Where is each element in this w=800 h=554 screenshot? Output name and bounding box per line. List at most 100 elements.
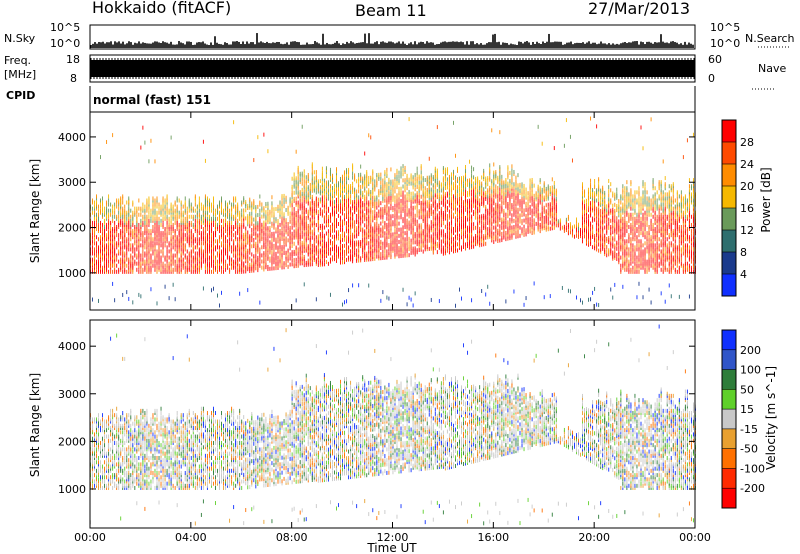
heatmap-cell xyxy=(267,264,269,269)
heatmap-cell xyxy=(259,200,261,205)
heatmap-cell xyxy=(277,247,279,252)
heatmap-cell xyxy=(196,255,198,260)
heatmap-cell xyxy=(243,216,245,221)
heatmap-cell xyxy=(166,245,168,250)
heatmap-cell xyxy=(156,227,158,232)
heatmap-cell xyxy=(142,202,144,207)
heatmap-cell xyxy=(188,243,190,248)
heatmap-cell xyxy=(213,265,214,270)
heatmap-cell xyxy=(293,207,295,212)
heatmap-cell xyxy=(204,263,206,268)
heatmap-cell xyxy=(364,188,366,193)
heatmap-cell xyxy=(132,233,134,238)
heatmap-cell xyxy=(297,172,299,177)
heatmap-cell xyxy=(162,231,164,236)
heatmap-cell xyxy=(245,259,247,264)
heatmap-cell xyxy=(323,250,325,255)
heatmap-cell xyxy=(356,242,358,247)
heatmap-cell xyxy=(396,197,398,202)
heatmap-cell xyxy=(376,211,378,216)
heatmap-cell xyxy=(317,244,319,249)
heatmap-cell xyxy=(114,227,116,232)
heatmap-cell xyxy=(140,237,142,242)
heatmap-cell xyxy=(285,195,287,200)
heatmap-cell xyxy=(444,232,446,237)
heatmap-cell xyxy=(112,243,114,248)
heatmap-cell xyxy=(223,208,224,213)
heatmap-cell xyxy=(368,192,370,197)
heatmap-cell xyxy=(204,241,206,246)
heatmap-cell xyxy=(297,259,299,264)
heatmap-cell xyxy=(150,269,152,274)
heatmap-cell xyxy=(424,226,426,231)
heatmap-cell xyxy=(245,251,247,256)
heatmap-cell xyxy=(196,243,198,248)
heatmap-cell xyxy=(233,253,235,258)
heatmap-cell xyxy=(150,267,152,272)
heatmap-cell xyxy=(297,231,299,236)
heatmap-cell xyxy=(430,240,432,245)
heatmap-cell xyxy=(428,193,430,198)
heatmap-cell xyxy=(158,220,160,225)
heatmap-cell xyxy=(281,257,283,262)
heatmap-cell xyxy=(396,179,398,184)
heatmap-cell xyxy=(122,261,124,266)
heatmap-cell xyxy=(390,200,392,205)
heatmap-cell xyxy=(372,189,374,194)
heatmap-cell xyxy=(164,237,166,242)
heatmap-cell xyxy=(104,267,106,272)
heatmap-cell xyxy=(223,235,224,240)
heatmap-cell xyxy=(253,237,255,242)
heatmap-cell xyxy=(325,211,327,216)
heatmap-cell xyxy=(426,226,428,231)
heatmap-cell xyxy=(154,159,156,164)
heatmap-cell xyxy=(378,199,380,204)
heatmap-cell xyxy=(414,183,416,188)
heatmap-cell xyxy=(281,210,283,215)
heatmap-cell xyxy=(348,188,350,193)
heatmap-cell xyxy=(404,239,406,244)
heatmap-cell xyxy=(348,216,350,221)
heatmap-cell xyxy=(329,292,331,297)
heatmap-cell xyxy=(211,218,212,223)
heatmap-cell xyxy=(446,191,448,196)
heatmap-cell xyxy=(102,269,103,274)
heatmap-cell xyxy=(390,232,392,237)
heatmap-cell xyxy=(336,175,337,180)
heatmap-cell xyxy=(124,243,126,248)
heatmap-cell xyxy=(368,216,370,221)
heatmap-cell xyxy=(231,206,233,211)
heatmap-cell xyxy=(372,177,374,182)
heatmap-cell xyxy=(184,224,186,229)
heatmap-cell xyxy=(204,200,206,205)
heatmap-cell xyxy=(275,239,277,244)
heatmap-cell xyxy=(152,198,154,203)
heatmap-cell xyxy=(410,246,412,251)
heatmap-cell xyxy=(348,202,350,207)
heatmap-cell xyxy=(414,291,416,296)
heatmap-cell xyxy=(370,249,372,254)
heatmap-cell xyxy=(406,208,408,213)
heatmap-cell xyxy=(104,239,106,244)
heatmap-cell xyxy=(170,263,172,268)
heatmap-cell xyxy=(192,269,194,274)
heatmap-cell xyxy=(319,242,321,247)
heatmap-cell xyxy=(362,209,364,214)
heatmap-cell xyxy=(374,246,376,251)
heatmap-cell xyxy=(295,180,297,185)
heatmap-cell xyxy=(108,235,110,240)
heatmap-cell xyxy=(237,212,239,217)
heatmap-cell xyxy=(229,259,231,264)
heatmap-cell xyxy=(440,239,442,244)
heatmap-cell xyxy=(263,230,265,235)
heatmap-cell xyxy=(140,243,142,248)
heatmap-cell xyxy=(368,182,370,187)
heatmap-cell xyxy=(281,200,283,205)
heatmap-cell xyxy=(366,180,368,185)
heatmap-cell xyxy=(404,210,406,215)
heatmap-cell xyxy=(114,206,116,211)
heatmap-cell xyxy=(360,258,362,263)
heatmap-cell xyxy=(444,216,446,221)
heatmap-cell xyxy=(208,249,210,254)
heatmap-cell xyxy=(380,298,382,303)
